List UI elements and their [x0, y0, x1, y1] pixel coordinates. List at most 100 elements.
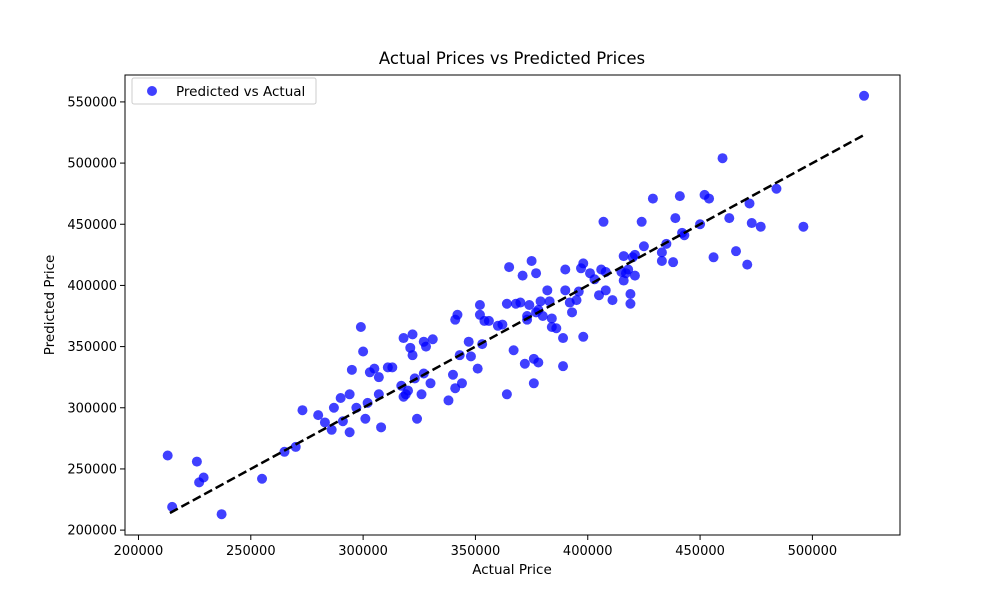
data-point — [452, 309, 463, 320]
data-point — [600, 285, 611, 296]
data-point — [508, 345, 519, 356]
data-point — [708, 252, 719, 263]
data-point — [328, 402, 339, 413]
data-point — [558, 333, 569, 344]
data-point — [535, 296, 546, 307]
y-tick-label: 450000 — [67, 218, 117, 233]
data-point — [618, 251, 629, 262]
data-point — [344, 427, 355, 438]
data-point — [560, 285, 571, 296]
data-point — [625, 298, 636, 309]
data-point — [416, 389, 427, 400]
data-point — [465, 351, 476, 362]
data-point — [560, 264, 571, 275]
data-point — [598, 216, 609, 227]
legend-box — [131, 77, 317, 105]
data-point — [335, 392, 346, 403]
x-tick-label: 350000 — [451, 544, 501, 559]
data-point — [542, 285, 553, 296]
data-point — [742, 259, 753, 270]
data-point — [755, 221, 766, 232]
data-point — [647, 193, 658, 204]
data-point — [656, 247, 667, 258]
data-point — [360, 413, 371, 424]
data-point — [319, 417, 330, 428]
x-axis-label: Actual Price — [472, 562, 552, 578]
data-point — [421, 341, 432, 352]
data-point — [558, 361, 569, 372]
data-point — [551, 323, 562, 334]
data-point — [859, 90, 870, 101]
data-point — [501, 389, 512, 400]
data-point — [546, 313, 557, 324]
data-point — [670, 213, 681, 224]
data-point — [474, 300, 485, 310]
points-layer — [162, 90, 870, 520]
data-point — [376, 422, 387, 433]
data-point — [704, 193, 715, 204]
y-tick-label: 250000 — [67, 462, 117, 477]
data-point — [297, 405, 308, 416]
data-point — [387, 362, 398, 373]
x-tick-label: 250000 — [226, 544, 276, 559]
data-point — [501, 298, 512, 309]
data-point — [578, 331, 589, 342]
data-point — [162, 450, 173, 461]
data-point — [567, 307, 578, 318]
data-point — [771, 183, 782, 194]
data-point — [407, 350, 418, 361]
x-tick-label: 400000 — [563, 544, 613, 559]
data-point — [358, 346, 369, 357]
data-point — [443, 395, 454, 406]
y-tick-label: 200000 — [67, 524, 117, 539]
data-point — [483, 315, 494, 326]
y-tick-label: 400000 — [67, 279, 117, 294]
x-tick-label: 450000 — [675, 544, 725, 559]
x-tick-label: 200000 — [114, 544, 164, 559]
y-tick-label: 300000 — [67, 401, 117, 416]
data-point — [427, 334, 438, 345]
data-point — [528, 378, 539, 389]
data-point — [537, 311, 548, 322]
y-tick-label: 500000 — [67, 157, 117, 172]
y-tick-label: 550000 — [67, 95, 117, 110]
legend-marker — [147, 86, 157, 96]
x-axis-ticks: 200000 250000 300000 350000 400000 450000 5000… — [114, 535, 838, 559]
data-point — [531, 268, 542, 279]
data-point — [497, 319, 508, 330]
data-point — [717, 153, 728, 164]
data-point — [526, 255, 537, 266]
x-tick-label: 500000 — [788, 544, 838, 559]
y-axis-label: Predicted Price — [42, 255, 58, 356]
data-point — [515, 297, 526, 308]
x-tick-label: 300000 — [338, 544, 388, 559]
data-point — [731, 246, 742, 257]
data-point — [798, 221, 809, 232]
data-point — [412, 413, 423, 424]
data-point — [355, 322, 366, 333]
data-point — [191, 456, 202, 467]
data-point — [198, 472, 209, 483]
data-point — [216, 509, 227, 520]
data-point — [472, 363, 483, 374]
data-point — [519, 358, 530, 369]
data-point — [629, 249, 640, 260]
data-point — [425, 378, 436, 389]
data-point — [656, 255, 667, 266]
data-point — [398, 333, 409, 344]
y-tick-label: 350000 — [67, 340, 117, 355]
data-point — [724, 213, 735, 224]
reference-line-layer — [169, 133, 865, 515]
y-axis-ticks: 200000 250000 300000 350000 400000 450000 5000… — [67, 95, 125, 539]
data-point — [533, 357, 544, 368]
data-point — [447, 369, 458, 380]
data-point — [504, 262, 515, 273]
data-point — [744, 198, 755, 209]
chart-title: Actual Prices vs Predicted Prices — [379, 49, 645, 68]
data-point — [257, 473, 268, 484]
data-point — [373, 372, 384, 383]
data-point — [344, 389, 355, 400]
data-point — [517, 270, 528, 281]
data-point — [629, 270, 640, 281]
